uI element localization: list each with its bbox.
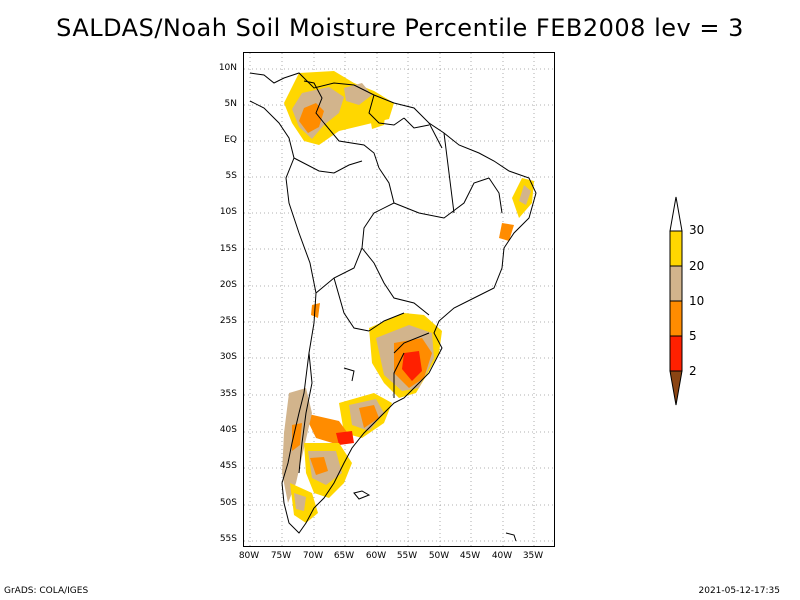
y-tick-label: 5N [224, 99, 237, 109]
legend-swatch-2-5 [669, 335, 683, 372]
y-tick-label: 20S [219, 280, 237, 290]
x-tick-label: 70W [302, 551, 324, 561]
y-tick-label: 10S [219, 207, 237, 217]
x-tick-label: 45W [459, 551, 481, 561]
color-legend-bar [669, 196, 683, 406]
x-tick-label: 40W [491, 551, 513, 561]
coastline-borders [249, 72, 537, 542]
shaded-regions [282, 71, 534, 523]
y-tick-label: 50S [219, 498, 237, 508]
x-tick-label: 75W [270, 551, 292, 561]
y-tick-label: 40S [219, 425, 237, 435]
legend-swatch-10-20 [669, 265, 683, 302]
y-tick-label: 25S [219, 316, 237, 326]
y-tick-label: 15S [219, 244, 237, 254]
soil-moisture-map [244, 53, 554, 546]
y-tick-label: 10N [218, 63, 237, 73]
y-tick-label: 45S [219, 461, 237, 471]
x-tick-label: 65W [333, 551, 355, 561]
legend-label: 10 [689, 294, 705, 308]
timestamp: 2021-05-12-17:35 [698, 586, 781, 596]
y-tick-label: 35S [219, 389, 237, 399]
x-tick-label: 35W [522, 551, 544, 561]
y-tick-label: 55S [219, 534, 237, 544]
legend-label: 30 [689, 223, 705, 237]
x-tick-label: 80W [238, 551, 260, 561]
legend-label: 20 [689, 259, 705, 273]
map-plot-area [243, 52, 555, 547]
x-tick-label: 50W [428, 551, 450, 561]
legend-label: 2 [689, 364, 697, 378]
y-tick-label: 5S [225, 171, 237, 181]
y-tick-label: EQ [224, 135, 237, 145]
map-title: SALDAS/Noah Soil Moisture Percentile FEB… [56, 14, 744, 42]
legend-swatch-above-30 [669, 196, 683, 232]
x-tick-label: 60W [365, 551, 387, 561]
y-tick-label: 30S [219, 352, 237, 362]
x-tick-label: 55W [396, 551, 418, 561]
grads-credit: GrADS: COLA/IGES [4, 586, 89, 596]
legend-swatch-5-10 [669, 300, 683, 337]
legend-label: 5 [689, 329, 697, 343]
legend-swatch-20-30 [669, 230, 683, 267]
legend-swatch-below-2 [669, 370, 683, 406]
